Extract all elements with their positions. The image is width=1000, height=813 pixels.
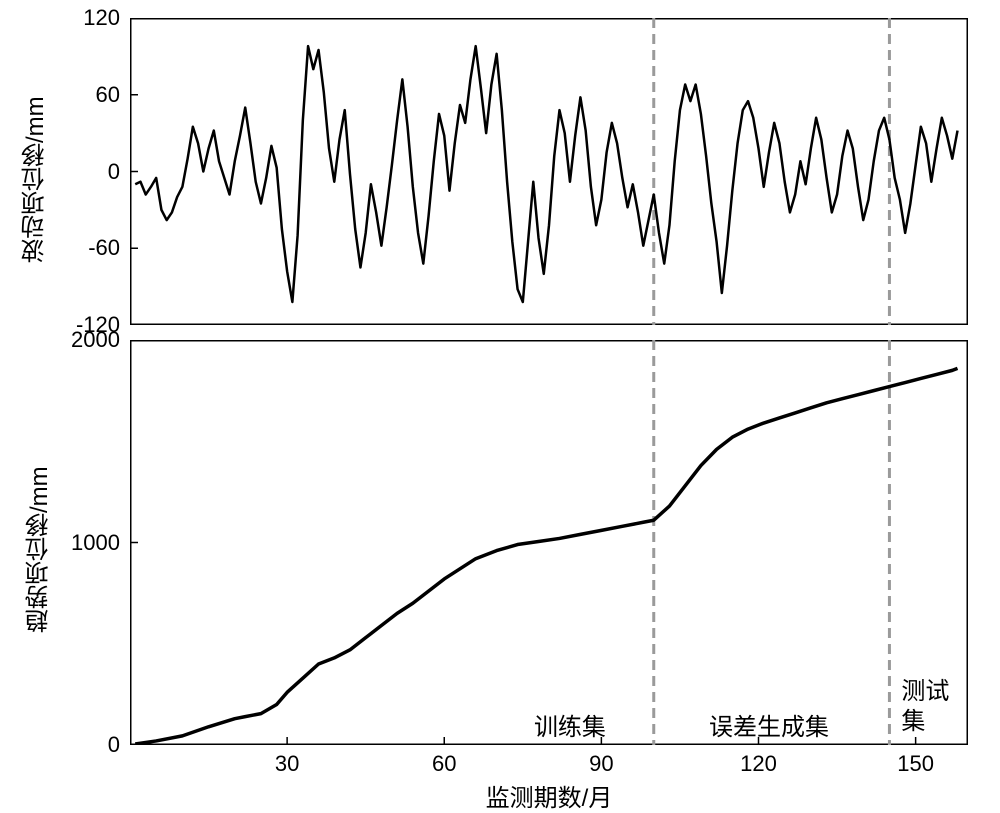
x-tick-label: 150 — [891, 751, 941, 777]
bottom-y-axis-label: 趋势项位移/mm — [22, 450, 57, 650]
top-y-tick-label: 0 — [55, 159, 120, 185]
top-y-axis-label: 波动项位移/mm — [18, 80, 53, 280]
top-chart — [130, 18, 968, 325]
top-y-tick-label: -60 — [55, 235, 120, 261]
bottom-y-tick-label: 1000 — [55, 530, 120, 556]
x-tick-label: 60 — [419, 751, 469, 777]
x-tick-label: 90 — [576, 751, 626, 777]
bottom-y-tick-label: 2000 — [55, 327, 120, 353]
chart-container: 波动项位移/mm 趋势项位移/mm -120-60060120 01000200… — [0, 0, 1000, 813]
x-tick-label: 120 — [734, 751, 784, 777]
x-axis-label: 监测期数/月 — [130, 778, 968, 813]
bottom-y-tick-label: 0 — [55, 732, 120, 758]
x-tick-label: 30 — [262, 751, 312, 777]
top-y-tick-label: 60 — [55, 82, 120, 108]
top-y-tick-label: 120 — [55, 5, 120, 31]
bottom-chart — [130, 340, 968, 745]
